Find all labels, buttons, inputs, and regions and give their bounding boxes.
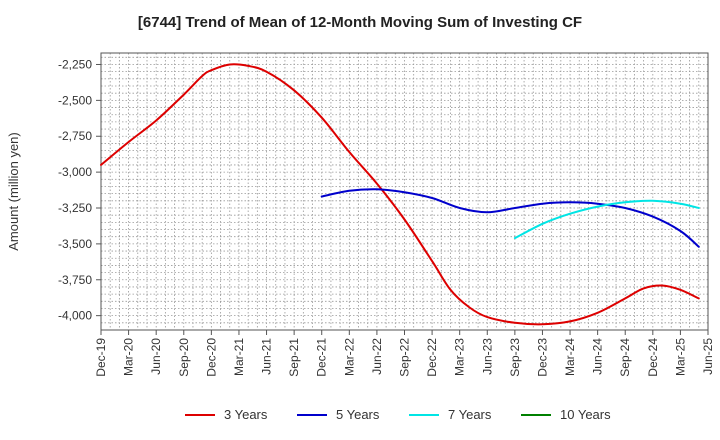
x-tick-label: Dec-21: [315, 338, 329, 377]
y-axis-label: Amount (million yen): [6, 132, 21, 251]
x-tick-label: Mar-22: [342, 338, 356, 376]
x-tick-label: Dec-22: [425, 338, 439, 377]
x-tick-label: Sep-21: [287, 338, 301, 377]
legend-label-7-years: 7 Years: [448, 407, 492, 422]
x-tick-label: Dec-24: [646, 338, 660, 377]
x-tick-label: Jun-23: [480, 338, 494, 375]
y-tick-label: -3,750: [58, 273, 92, 287]
grid: [101, 53, 708, 330]
x-tick-label: Dec-23: [535, 338, 549, 377]
y-tick-label: -4,000: [58, 309, 92, 323]
series-line-3-years: [100, 63, 700, 326]
x-tick-label: Jun-20: [149, 338, 163, 375]
x-tick-label: Sep-24: [618, 338, 632, 377]
x-tick-label: Mar-21: [232, 338, 246, 376]
x-tick-label: Jun-24: [591, 338, 605, 375]
x-tick-label: Jun-22: [370, 338, 384, 375]
x-tick-label: Mar-23: [453, 338, 467, 376]
y-tick-label: -2,250: [58, 57, 92, 71]
series-line-5-years: [320, 188, 700, 248]
legend-label-5-years: 5 Years: [336, 407, 380, 422]
y-tick-label: -2,750: [58, 129, 92, 143]
chart-title: [6744] Trend of Mean of 12-Month Moving …: [137, 14, 583, 31]
x-tick-label: Jun-25: [701, 338, 715, 375]
series-line-7-years: [513, 199, 700, 240]
x-tick-label: Mar-20: [122, 338, 136, 376]
x-tick-label: Sep-22: [398, 338, 412, 377]
y-tick-label: -3,250: [58, 201, 92, 215]
legend-label-10-years: 10 Years: [560, 407, 611, 422]
y-axis-ticks: -2,250 -2,500 -2,750 -3,000 -3,250 -3,500 -3,7…: [58, 57, 101, 323]
y-tick-label: -2,500: [58, 93, 92, 107]
x-tick-label: Mar-25: [673, 338, 687, 376]
y-tick-label: -3,500: [58, 237, 92, 251]
legend-label-3-years: 3 Years: [224, 407, 268, 422]
x-tick-label: Dec-19: [94, 338, 108, 377]
x-tick-label: Sep-23: [508, 338, 522, 377]
y-tick-label: -3,000: [58, 165, 92, 179]
x-axis-ticks: Dec-19 Mar-20 Jun-20 Sep-20 Dec-20 Mar-21 Jun-…: [94, 330, 715, 377]
x-tick-label: Jun-21: [260, 338, 274, 375]
x-tick-label: Sep-20: [177, 338, 191, 377]
x-tick-label: Dec-20: [204, 338, 218, 377]
x-tick-label: Mar-24: [563, 338, 577, 376]
series-lines: [100, 63, 700, 326]
legend: 3 Years 5 Years 7 Years 10 Years: [185, 407, 611, 422]
